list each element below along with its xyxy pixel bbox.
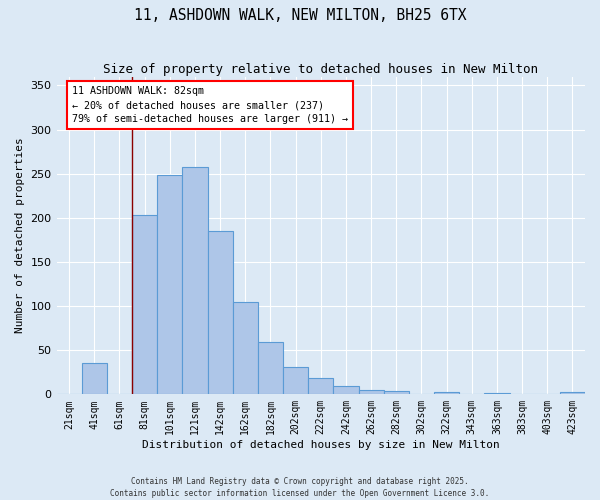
Text: 11 ASHDOWN WALK: 82sqm
← 20% of detached houses are smaller (237)
79% of semi-de: 11 ASHDOWN WALK: 82sqm ← 20% of detached… (73, 86, 349, 124)
Bar (308, 378, 334, 394)
Bar (233, 302, 258, 394)
Bar (132, 215, 157, 394)
Bar (182, 166, 208, 394)
Bar (82, 364, 107, 394)
Bar (383, 391, 409, 394)
Bar (157, 176, 182, 394)
Text: 11, ASHDOWN WALK, NEW MILTON, BH25 6TX: 11, ASHDOWN WALK, NEW MILTON, BH25 6TX (134, 8, 466, 22)
X-axis label: Distribution of detached houses by size in New Milton: Distribution of detached houses by size … (142, 440, 500, 450)
Text: Contains HM Land Registry data © Crown copyright and database right 2025.
Contai: Contains HM Land Registry data © Crown c… (110, 476, 490, 498)
Y-axis label: Number of detached properties: Number of detached properties (15, 138, 25, 334)
Bar (258, 342, 283, 394)
Bar (208, 231, 233, 394)
Bar (560, 392, 585, 394)
Bar (359, 390, 383, 394)
Title: Size of property relative to detached houses in New Milton: Size of property relative to detached ho… (103, 62, 538, 76)
Bar (283, 367, 308, 394)
Bar (334, 386, 359, 394)
Bar (434, 392, 459, 394)
